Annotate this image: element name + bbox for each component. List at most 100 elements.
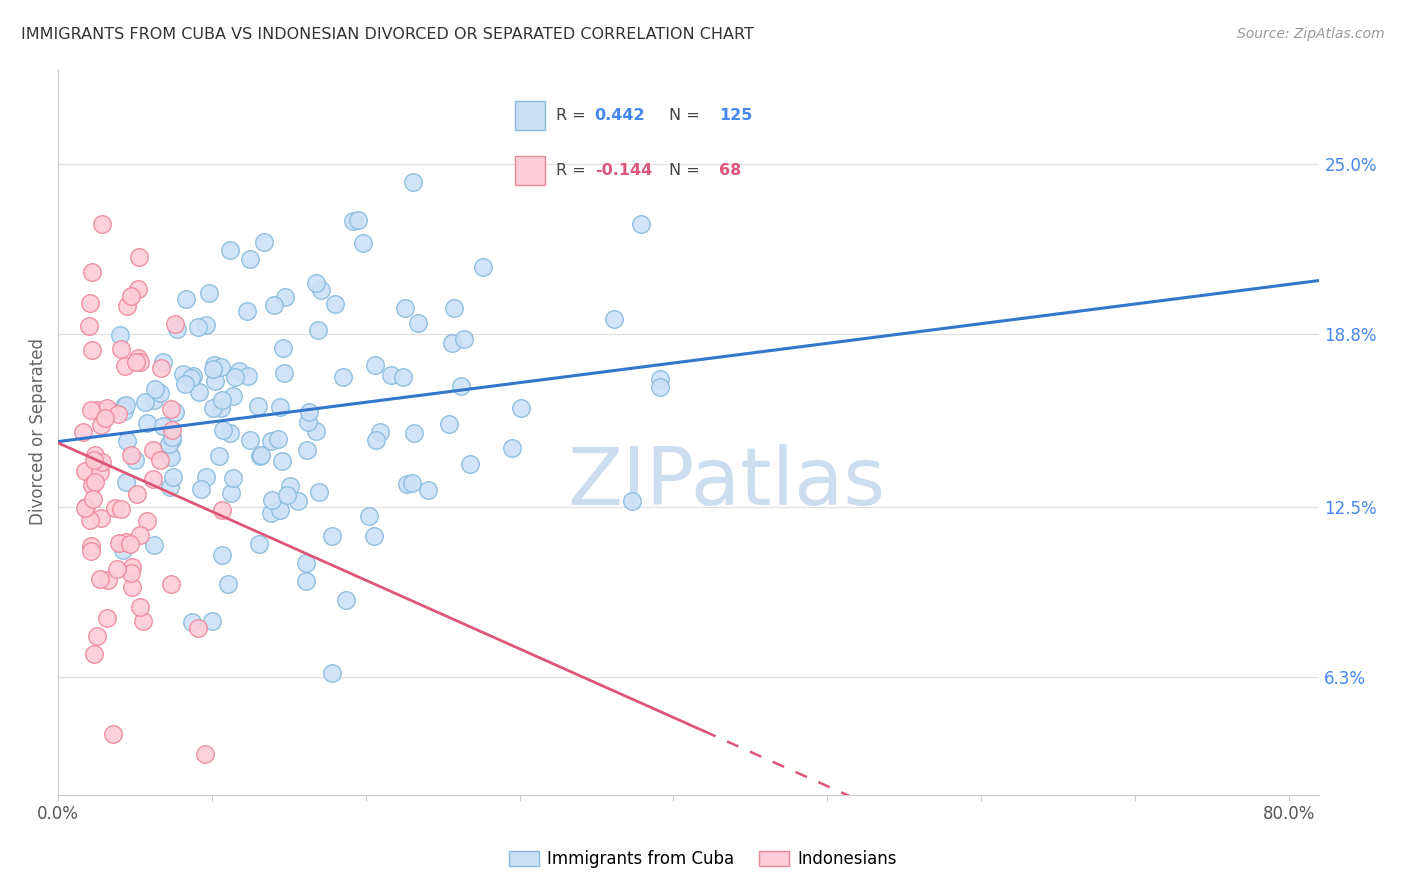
Point: [273, 366, 295, 380]
Point: [86, 403, 108, 417]
Point: [259, 506, 281, 520]
Point: [172, 367, 194, 381]
Point: [82, 492, 104, 507]
Point: [219, 243, 242, 257]
Point: [120, 448, 142, 462]
Point: [222, 471, 245, 485]
Point: [183, 368, 205, 383]
Point: [208, 449, 231, 463]
Point: [224, 369, 246, 384]
Point: [111, 543, 134, 558]
Point: [115, 299, 138, 313]
Point: [149, 385, 172, 400]
Point: [352, 236, 374, 251]
Point: [236, 369, 259, 384]
Point: [152, 355, 174, 369]
Point: [295, 556, 318, 570]
Point: [142, 472, 165, 486]
Point: [437, 417, 460, 431]
Point: [96, 611, 118, 625]
Point: [197, 286, 219, 301]
Point: [603, 312, 626, 326]
Point: [441, 336, 464, 351]
Point: [202, 358, 225, 372]
Point: [209, 359, 232, 374]
Point: [165, 317, 187, 331]
Point: [217, 576, 239, 591]
Point: [174, 377, 197, 392]
Point: [107, 562, 129, 576]
Point: [94, 411, 117, 425]
Point: [129, 355, 152, 369]
Point: [211, 392, 233, 407]
Point: [236, 303, 259, 318]
Point: [166, 322, 188, 336]
Point: [247, 399, 270, 413]
Point: [648, 372, 671, 386]
Point: [79, 513, 101, 527]
Point: [80, 403, 103, 417]
Y-axis label: Divorced or Separated: Divorced or Separated: [30, 338, 46, 525]
Point: [211, 548, 233, 562]
Point: [267, 432, 290, 446]
Point: [269, 401, 291, 415]
Point: [380, 368, 402, 382]
Point: [97, 573, 120, 587]
Point: [128, 250, 150, 264]
Point: [149, 452, 172, 467]
Point: [295, 574, 318, 589]
Point: [115, 434, 138, 448]
Point: [321, 665, 343, 680]
Point: [187, 384, 209, 399]
Point: [366, 433, 388, 447]
Point: [221, 388, 243, 402]
Point: [342, 213, 364, 227]
Text: R =: R =: [557, 108, 592, 122]
Point: [287, 494, 309, 508]
Point: [187, 621, 209, 635]
Point: [263, 298, 285, 312]
Point: [162, 433, 184, 447]
Point: [335, 593, 357, 607]
Point: [162, 423, 184, 437]
Point: [136, 416, 159, 430]
Point: [83, 448, 105, 462]
Point: [159, 450, 181, 464]
Point: [165, 405, 187, 419]
Point: [181, 615, 204, 629]
Point: [194, 318, 217, 332]
Point: [239, 434, 262, 448]
Point: [305, 277, 328, 291]
Point: [128, 528, 150, 542]
Point: [110, 502, 132, 516]
Point: [621, 494, 644, 508]
Point: [149, 360, 172, 375]
Point: [159, 576, 181, 591]
Point: [364, 359, 387, 373]
Point: [195, 470, 218, 484]
Point: [201, 362, 224, 376]
Point: [202, 401, 225, 415]
Point: [82, 477, 104, 491]
Text: IMMIGRANTS FROM CUBA VS INDONESIAN DIVORCED OR SEPARATED CORRELATION CHART: IMMIGRANTS FROM CUBA VS INDONESIAN DIVOR…: [21, 27, 754, 42]
Point: [297, 443, 319, 458]
Point: [298, 405, 321, 419]
Point: [297, 415, 319, 429]
Point: [204, 374, 226, 388]
Point: [124, 453, 146, 467]
Point: [134, 395, 156, 409]
Point: [271, 341, 294, 355]
Point: [218, 425, 240, 440]
Point: [89, 465, 111, 479]
Point: [127, 351, 149, 365]
Point: [239, 252, 262, 266]
Point: [323, 297, 346, 311]
Point: [80, 343, 103, 357]
Point: [162, 470, 184, 484]
Point: [114, 359, 136, 374]
Point: [404, 426, 426, 441]
Point: [201, 614, 224, 628]
Point: [307, 323, 329, 337]
Point: [159, 402, 181, 417]
Point: [127, 282, 149, 296]
